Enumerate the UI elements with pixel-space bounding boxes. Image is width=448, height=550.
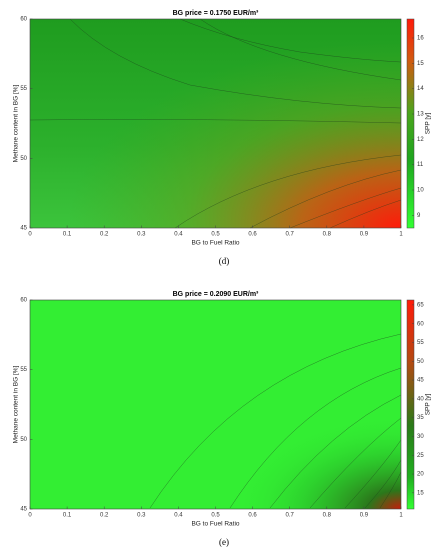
contour-line [29, 119, 402, 124]
x-tick-label: 0.1 [63, 232, 72, 238]
contour-line [149, 333, 402, 509]
colorbar-tick-label: 55 [417, 340, 424, 346]
contour-line [364, 459, 402, 509]
x-tick-label: 0.2 [100, 232, 109, 238]
x-tick-label: 0.2 [100, 513, 109, 519]
contour-line [199, 18, 402, 81]
x-tick-label: 0.9 [360, 232, 369, 238]
colorbar-tick-label: 16 [417, 36, 424, 42]
x-tick-label: 0 [28, 232, 32, 238]
y-tick-label: 55 [20, 86, 27, 92]
x-axis-label: BG to Fuel Ratio [191, 240, 239, 247]
x-tick-label: 0.8 [323, 232, 332, 238]
x-tick-label: 1 [399, 513, 403, 519]
x-tick-label: 0.7 [286, 232, 295, 238]
colorbar-tick-label: 11 [417, 162, 424, 168]
y-axis-label: Methane content in BG [%] [13, 365, 20, 443]
contours [29, 18, 402, 229]
x-axis-label: BG to Fuel Ratio [191, 521, 239, 528]
y-tick-label: 50 [20, 437, 27, 443]
contour-line [289, 187, 402, 229]
x-tick-label: 1 [399, 232, 403, 238]
x-tick-label: 0.5 [211, 513, 220, 519]
y-tick-label: 55 [20, 367, 27, 373]
colorbar-tick-label: 50 [417, 359, 424, 365]
chart-title: BG price = 0.2090 EUR/m³ [173, 291, 259, 298]
colorbar [406, 299, 415, 510]
x-tick-label: 0 [28, 513, 32, 519]
y-tick-label: 45 [20, 507, 27, 513]
x-tick-label: 0.6 [248, 232, 257, 238]
colorbar-tick-label: 15 [417, 61, 424, 67]
colorbar-tick-label: 65 [417, 302, 424, 308]
colorbar-tick-label: 60 [417, 321, 424, 327]
x-tick-label: 0.7 [286, 513, 295, 519]
x-tick-label: 0.5 [211, 232, 220, 238]
contour-line [379, 471, 402, 509]
colorbar-tick-label: 20 [417, 472, 424, 478]
colorbar-tick-label: 14 [417, 86, 424, 92]
x-tick-label: 0.1 [63, 513, 72, 519]
colorbar-tick-label: 25 [417, 453, 424, 459]
x-tick-label: 0.3 [137, 232, 146, 238]
y-tick-label: 45 [20, 226, 27, 232]
heatmap-field-overlay [30, 300, 401, 509]
colorbar-tick-label: 15 [417, 490, 424, 496]
colorbar-tick-label: 9 [417, 213, 421, 219]
colorbar-tick-label: 13 [417, 112, 424, 118]
contour-line [344, 439, 402, 509]
colorbar-tick-label: 45 [417, 378, 424, 384]
contour-line [179, 18, 402, 63]
caption: (e) [219, 537, 229, 547]
contour-line [69, 18, 402, 109]
contour-line [329, 199, 402, 229]
x-tick-label: 0.9 [360, 513, 369, 519]
heatmap-field-overlay [30, 19, 401, 228]
y-tick-label: 60 [20, 17, 27, 23]
contour-line [309, 417, 402, 509]
contour-line [174, 154, 402, 229]
x-tick-label: 0.8 [323, 513, 332, 519]
x-tick-label: 0.6 [248, 513, 257, 519]
contour-line [249, 169, 402, 229]
x-tick-label: 0.3 [137, 513, 146, 519]
chart-title: BG price = 0.1750 EUR/m³ [173, 10, 259, 17]
x-tick-label: 0.4 [174, 232, 183, 238]
colorbar-tick-label: 12 [417, 137, 424, 143]
x-tick-label: 0.4 [174, 513, 183, 519]
y-axis-label: Methane content in BG [%] [13, 84, 20, 162]
contour-line [269, 394, 402, 509]
colorbar [406, 18, 415, 229]
colorbar-label: SPP [y] [425, 113, 432, 135]
caption: (d) [219, 256, 230, 266]
colorbar-tick-label: 35 [417, 415, 424, 421]
colorbar-tick-label: 10 [417, 188, 424, 194]
colorbar-tick-label: 30 [417, 434, 424, 440]
y-tick-label: 60 [20, 298, 27, 304]
colorbar-tick-label: 40 [417, 396, 424, 402]
y-tick-label: 50 [20, 156, 27, 162]
colorbar-label: SPP [y] [425, 394, 432, 416]
contour-line [229, 367, 402, 509]
